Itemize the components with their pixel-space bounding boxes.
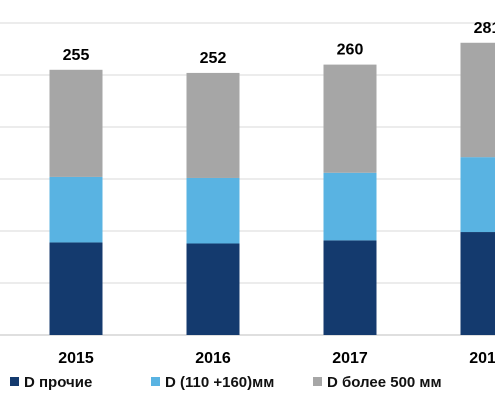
legend: D прочие D (110 +160)мм D более 500 мм	[10, 374, 442, 391]
x-axis-tick-labels: 2015 2016 2017 2018	[58, 350, 495, 367]
total-label-2017: 260	[337, 42, 364, 59]
bar-2015-series-1	[49, 176, 103, 243]
bar-2018-series-1	[460, 157, 495, 233]
bar-2015-series-2	[49, 69, 103, 177]
bar-2015-series-0	[49, 242, 103, 335]
legend-swatch-2	[313, 377, 322, 386]
bar-2016-series-2	[186, 72, 240, 178]
bars	[49, 42, 495, 335]
bar-2017-series-0	[323, 240, 377, 335]
bar-2016-series-1	[186, 177, 240, 244]
bar-2016-series-0	[186, 243, 240, 335]
legend-label-1: D (110 +160)мм	[165, 374, 274, 391]
x-tick-2018: 2018	[469, 350, 495, 367]
legend-label-0: D прочие	[24, 374, 92, 391]
legend-swatch-0	[10, 377, 19, 386]
total-label-2016: 252	[200, 50, 227, 67]
total-labels: 255 252 260 281	[63, 20, 495, 67]
bar-2018-series-0	[460, 232, 495, 335]
total-label-2018: 281	[474, 20, 495, 37]
legend-label-2: D более 500 мм	[327, 374, 442, 391]
legend-swatch-1	[151, 377, 160, 386]
x-tick-2017: 2017	[332, 350, 368, 367]
x-tick-2016: 2016	[195, 350, 231, 367]
bar-2018-series-2	[460, 42, 495, 158]
bar-2017-series-1	[323, 172, 377, 241]
bar-2017-series-2	[323, 64, 377, 173]
total-label-2015: 255	[63, 47, 90, 64]
x-tick-2015: 2015	[58, 350, 94, 367]
